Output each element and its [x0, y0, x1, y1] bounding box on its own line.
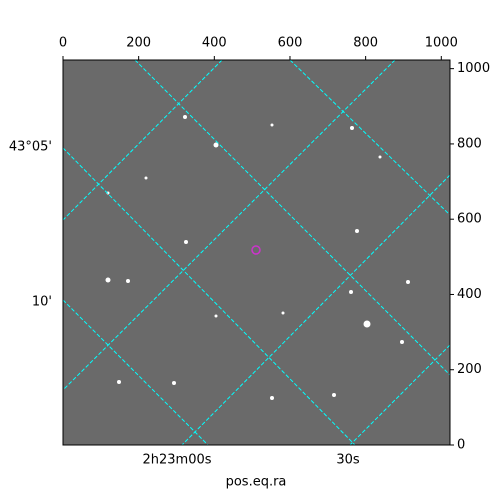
dec-tick-label: 43°05': [9, 140, 52, 155]
ra-tick-label: 30s: [336, 453, 360, 468]
x-tick-label: 400: [202, 36, 227, 51]
sky-image: [63, 60, 450, 445]
x-tick-label: 800: [353, 36, 378, 51]
y-tick-label: 600: [457, 212, 482, 227]
y-tick-label: 0: [457, 438, 465, 453]
x-tick-label: 600: [278, 36, 303, 51]
frame: [62, 59, 451, 446]
ra-tick-label: 2h23m00s: [142, 453, 211, 468]
x-axis-label: pos.eq.ra: [226, 475, 287, 490]
y-tick-label: 1000: [457, 61, 490, 76]
stars: [105, 115, 410, 400]
y-tick-label: 200: [457, 362, 482, 377]
x-tick-label: 1000: [425, 36, 458, 51]
x-tick-label: 200: [126, 36, 151, 51]
y-tick-label: 400: [457, 287, 482, 302]
dec-tick-label: 10': [32, 295, 52, 310]
coordinate-grid: [62, 59, 451, 446]
y-tick-label: 800: [457, 136, 482, 151]
target-marker: [251, 245, 261, 255]
x-tick-label: 0: [59, 36, 67, 51]
